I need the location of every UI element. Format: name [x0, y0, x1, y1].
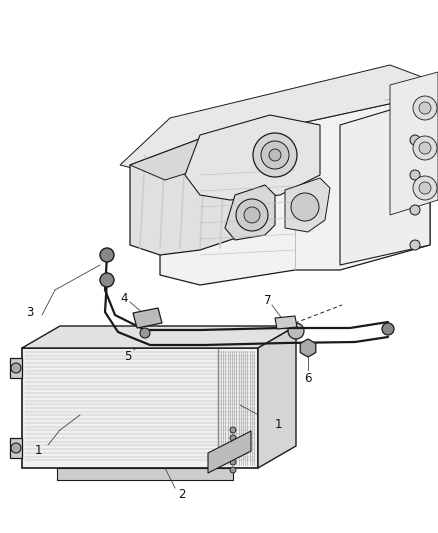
Circle shape [419, 182, 431, 194]
Circle shape [11, 363, 21, 373]
Polygon shape [185, 115, 320, 200]
Circle shape [230, 459, 236, 465]
Circle shape [236, 199, 268, 231]
Polygon shape [340, 98, 430, 265]
Circle shape [291, 193, 319, 221]
Circle shape [230, 435, 236, 441]
Circle shape [244, 207, 260, 223]
Circle shape [382, 323, 394, 335]
Circle shape [11, 443, 21, 453]
Text: 1: 1 [34, 443, 42, 456]
Circle shape [413, 96, 437, 120]
Polygon shape [258, 326, 296, 468]
Circle shape [410, 205, 420, 215]
Text: 2: 2 [178, 488, 186, 500]
Circle shape [253, 133, 297, 177]
Circle shape [413, 136, 437, 160]
Text: 3: 3 [26, 305, 34, 319]
Polygon shape [10, 438, 22, 458]
Circle shape [230, 451, 236, 457]
Text: 1: 1 [274, 417, 282, 431]
Circle shape [100, 273, 114, 287]
Circle shape [410, 240, 420, 250]
Polygon shape [300, 339, 316, 357]
Circle shape [230, 443, 236, 449]
Circle shape [410, 135, 420, 145]
Circle shape [419, 102, 431, 114]
Polygon shape [130, 135, 245, 180]
Polygon shape [208, 431, 251, 473]
Circle shape [261, 141, 289, 169]
Polygon shape [133, 308, 162, 328]
Polygon shape [22, 326, 296, 348]
Circle shape [230, 427, 236, 433]
Circle shape [100, 248, 114, 262]
Polygon shape [57, 468, 233, 480]
Polygon shape [285, 178, 330, 232]
Circle shape [410, 170, 420, 180]
Polygon shape [22, 348, 258, 468]
Polygon shape [390, 72, 438, 215]
Circle shape [288, 323, 304, 339]
Polygon shape [10, 358, 22, 378]
Text: 4: 4 [120, 292, 128, 304]
Text: 5: 5 [124, 351, 132, 364]
Circle shape [140, 328, 150, 338]
Text: 7: 7 [264, 294, 272, 306]
Text: 6: 6 [304, 372, 312, 384]
Circle shape [419, 142, 431, 154]
Polygon shape [275, 316, 297, 329]
Polygon shape [130, 135, 245, 255]
Circle shape [413, 176, 437, 200]
Polygon shape [225, 185, 275, 240]
Polygon shape [120, 65, 430, 200]
Circle shape [269, 149, 281, 161]
Polygon shape [160, 95, 430, 285]
Circle shape [230, 467, 236, 473]
